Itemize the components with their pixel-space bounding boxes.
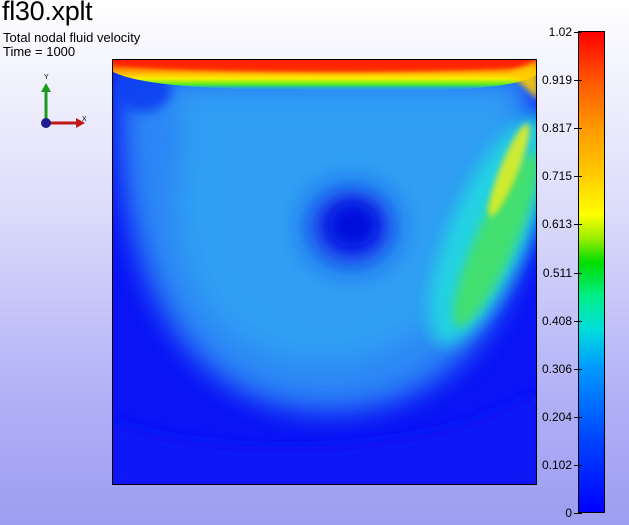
y-axis-arrow-head: [41, 83, 51, 92]
colorbar-tick-label: 0.408: [541, 313, 583, 328]
colorbar-tick-label: 0.919: [541, 73, 583, 88]
origin-dot: [41, 118, 51, 128]
colorbar-tick-label: 0.511: [542, 265, 583, 280]
time-label: Time = 1000: [3, 44, 76, 59]
colorbar-legend: [578, 31, 605, 513]
axis-triad: Y X: [36, 74, 96, 134]
variable-label: Total nodal fluid velocity: [3, 30, 141, 45]
colorbar-tick-label: 0: [565, 506, 582, 520]
y-axis-label: Y: [44, 74, 49, 81]
colorbar-tick-label: 0.204: [541, 409, 583, 424]
vortex-core-center: [329, 203, 377, 247]
colorbar-tick-label: 1.02: [548, 25, 583, 39]
x-axis-arrow-head: [76, 118, 85, 128]
x-axis-label: X: [82, 116, 87, 123]
velocity-contour-plot[interactable]: [112, 59, 537, 485]
colorbar-tick-label: 0.306: [541, 361, 583, 376]
lid-peak-band: [113, 60, 536, 72]
colorbar-tick-label: 0.715: [541, 169, 583, 184]
top-right-corner-jet: [508, 60, 536, 99]
bottom-stagnant-zone: [113, 391, 536, 484]
colorbar-tick-label: 0.102: [541, 457, 583, 472]
colorbar-tick-label: 0.817: [541, 121, 583, 136]
right-side-green-band: [453, 152, 536, 328]
file-title: fl30.xplt: [2, 0, 93, 26]
colorbar-tick-label: 0.613: [541, 217, 583, 232]
right-side-yellow-band: [488, 123, 530, 217]
